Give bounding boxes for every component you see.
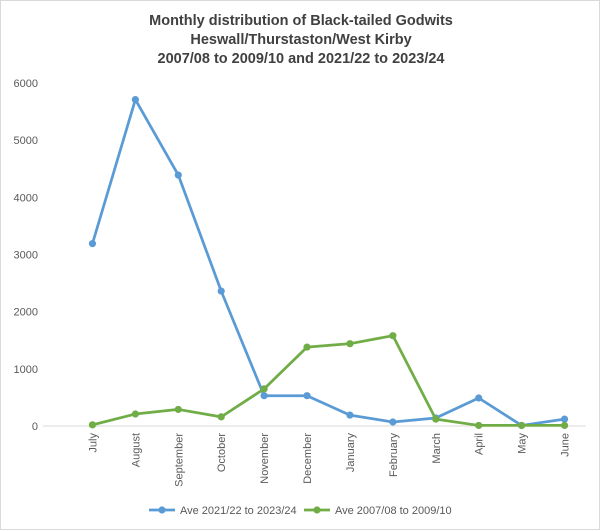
x-tick-label: October <box>216 433 228 472</box>
y-tick-label: 1000 <box>14 364 38 376</box>
x-tick-label: March <box>431 433 443 464</box>
data-point <box>346 411 354 419</box>
x-tick-label: April <box>474 433 486 455</box>
data-point <box>560 421 569 430</box>
data-point <box>131 95 139 104</box>
chart-title: Monthly distribution of Black-tailed God… <box>149 13 453 67</box>
x-tick-label: June <box>560 433 572 457</box>
y-tick-label: 2000 <box>14 307 38 319</box>
legend-item: Ave 2007/08 to 2009/10 <box>304 505 452 517</box>
data-point <box>560 415 569 423</box>
data-point <box>88 421 97 429</box>
data-point <box>475 394 483 402</box>
data-point <box>217 413 225 421</box>
data-point <box>432 415 440 423</box>
data-point <box>346 340 354 348</box>
x-tick-label: December <box>302 433 314 484</box>
series-2 <box>88 332 569 430</box>
legend: Ave 2021/22 to 2023/24 Ave 2007/08 to 200… <box>149 505 452 517</box>
y-axis: 0 1000 2000 3000 4000 5000 6000 <box>14 78 38 433</box>
data-point <box>303 343 311 351</box>
data-point <box>217 287 225 295</box>
series-1 <box>88 95 569 430</box>
x-tick-label: May <box>517 433 529 454</box>
data-point <box>131 410 139 418</box>
data-point <box>88 240 97 248</box>
data-point <box>260 385 268 393</box>
x-tick-label: September <box>173 433 185 487</box>
y-tick-label: 4000 <box>14 192 38 204</box>
series-layer <box>88 95 569 430</box>
x-tick-label: July <box>87 433 99 453</box>
x-axis: July August September October November Decemb… <box>43 425 586 487</box>
legend-swatch-marker <box>158 506 166 514</box>
data-point <box>260 392 268 400</box>
chart-title-line-3: 2007/08 to 2009/10 and 2021/22 to 2023/2… <box>158 51 445 67</box>
series-line <box>91 334 566 427</box>
y-tick-label: 6000 <box>14 78 38 90</box>
legend-item: Ave 2021/22 to 2023/24 <box>149 505 297 517</box>
data-point <box>518 421 526 430</box>
legend-label: Ave 2007/08 to 2009/10 <box>335 505 452 517</box>
x-tick-label: February <box>388 433 400 478</box>
chart-title-line-1: Monthly distribution of Black-tailed God… <box>149 13 453 29</box>
data-point <box>389 418 397 426</box>
data-point <box>174 405 182 414</box>
data-point <box>174 171 182 179</box>
data-point <box>303 392 311 400</box>
data-point <box>389 332 397 340</box>
x-tick-label: August <box>130 433 142 467</box>
series-line <box>91 98 566 427</box>
data-point <box>475 421 483 430</box>
y-tick-label: 3000 <box>14 250 38 262</box>
x-tick-label: January <box>345 433 357 473</box>
chart-title-line-2: Heswall/Thurstaston/West Kirby <box>190 32 411 48</box>
legend-swatch-marker <box>313 506 321 514</box>
x-tick-label: November <box>259 433 271 484</box>
legend-label: Ave 2021/22 to 2023/24 <box>180 505 297 517</box>
y-tick-label: 5000 <box>14 135 38 147</box>
y-tick-label: 0 <box>32 421 38 433</box>
